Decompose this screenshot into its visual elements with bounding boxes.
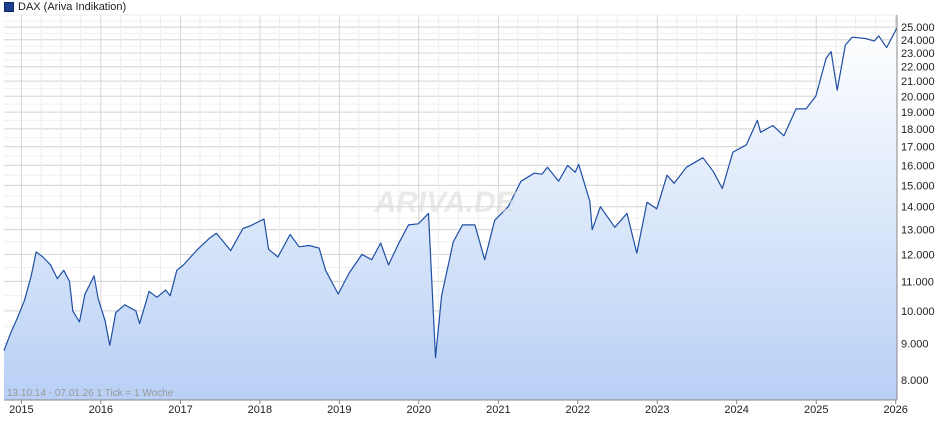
y-tick-label: 25.000 xyxy=(901,22,935,34)
watermark: ARIVA.DE xyxy=(373,186,516,219)
y-tick-label: 13.000 xyxy=(901,225,935,237)
x-tick-label: 2024 xyxy=(724,404,748,416)
y-tick-label: 19.000 xyxy=(901,107,935,119)
y-tick-label: 21.000 xyxy=(901,76,935,88)
x-tick-label: 2023 xyxy=(645,404,669,416)
x-tick-label: 2022 xyxy=(566,404,590,416)
y-tick-label: 16.000 xyxy=(901,160,935,172)
y-tick-label: 20.000 xyxy=(901,91,935,103)
x-tick-label: 2017 xyxy=(168,404,192,416)
x-tick-label: 2016 xyxy=(89,404,113,416)
x-tick-label: 2015 xyxy=(9,404,33,416)
x-tick-label: 2019 xyxy=(327,404,351,416)
y-tick-label: 9.000 xyxy=(901,339,929,351)
y-tick-label: 15.000 xyxy=(901,180,935,192)
legend: DAX (Ariva Indikation) xyxy=(4,1,126,13)
y-tick-label: 12.000 xyxy=(901,249,935,261)
y-tick-label: 18.000 xyxy=(901,124,935,136)
y-tick-label: 22.000 xyxy=(901,62,935,74)
x-tick-label: 2026 xyxy=(883,404,907,416)
y-tick-label: 24.000 xyxy=(901,35,935,47)
legend-swatch xyxy=(4,2,14,12)
x-tick-label: 2025 xyxy=(804,404,828,416)
series-area xyxy=(4,27,897,401)
x-tick-label: 2021 xyxy=(486,404,510,416)
legend-label: DAX (Ariva Indikation) xyxy=(18,1,127,13)
y-tick-label: 23.000 xyxy=(901,48,935,60)
footnote: 13.10.14 - 07.01.26 1 Tick = 1 Woche xyxy=(7,388,174,399)
x-tick-label: 2018 xyxy=(248,404,272,416)
y-tick-label: 14.000 xyxy=(901,202,935,214)
x-tick-label: 2020 xyxy=(406,404,430,416)
y-tick-label: 17.000 xyxy=(901,142,935,154)
y-tick-label: 10.000 xyxy=(901,306,935,318)
y-tick-label: 11.000 xyxy=(901,276,934,288)
y-tick-label: 8.000 xyxy=(901,375,929,387)
series-line xyxy=(3,27,898,359)
